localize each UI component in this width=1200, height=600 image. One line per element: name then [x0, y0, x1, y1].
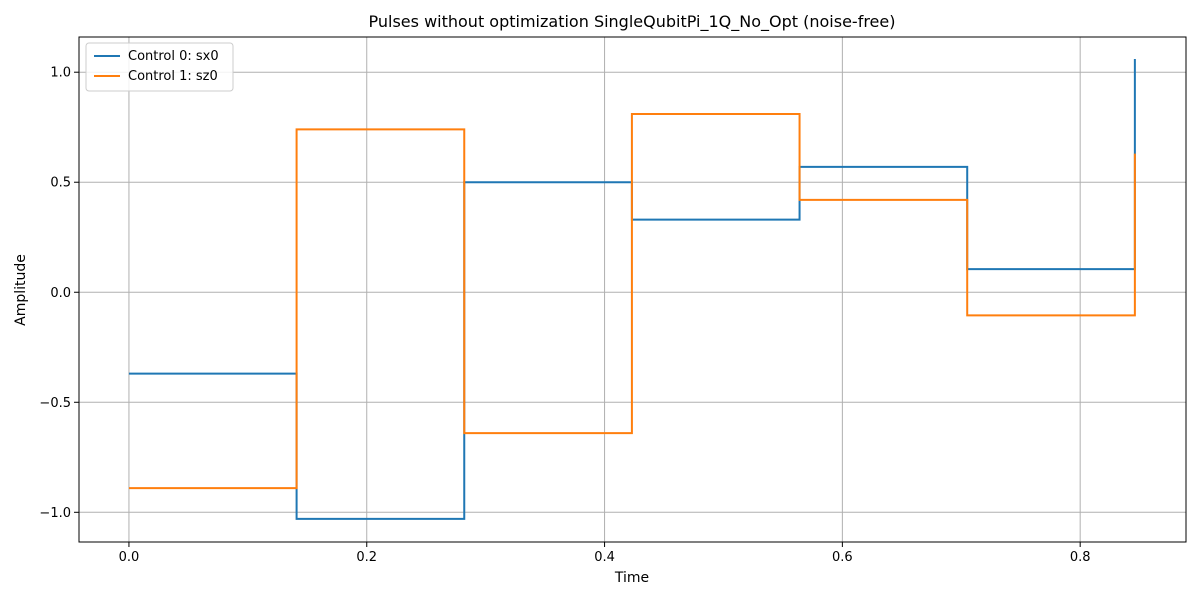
x-axis: 0.0 0.2 0.4 0.6 0.8	[119, 542, 1091, 565]
y-tick-label: −0.5	[39, 396, 71, 411]
series-layer	[128, 59, 1136, 520]
y-tick-label: 0.5	[50, 176, 71, 191]
y-axis: −1.0 −0.5 0.0 0.5 1.0	[39, 66, 79, 521]
y-tick-label: 0.0	[50, 286, 71, 301]
y-axis-label: Amplitude	[13, 254, 29, 326]
chart-title: Pulses without optimization SingleQubitP…	[369, 12, 896, 32]
x-tick-label: 0.4	[594, 550, 615, 565]
y-tick-label: 1.0	[50, 66, 71, 81]
x-tick-label: 0.8	[1070, 550, 1091, 565]
plot-frame	[78, 36, 1187, 543]
y-tick-label: −1.0	[39, 506, 71, 521]
series-line-control-1	[128, 113, 1136, 490]
x-axis-label: Time	[614, 570, 649, 586]
x-tick-label: 0.6	[832, 550, 853, 565]
x-tick-label: 0.0	[119, 550, 140, 565]
x-tick-label: 0.2	[356, 550, 377, 565]
legend-box	[85, 42, 234, 92]
legend-label-control-0: Control 0: sx0	[128, 49, 219, 64]
grid	[79, 37, 1186, 542]
legend: Control 0: sx0 Control 1: sz0	[85, 42, 234, 92]
legend-label-control-1: Control 1: sz0	[128, 69, 218, 84]
